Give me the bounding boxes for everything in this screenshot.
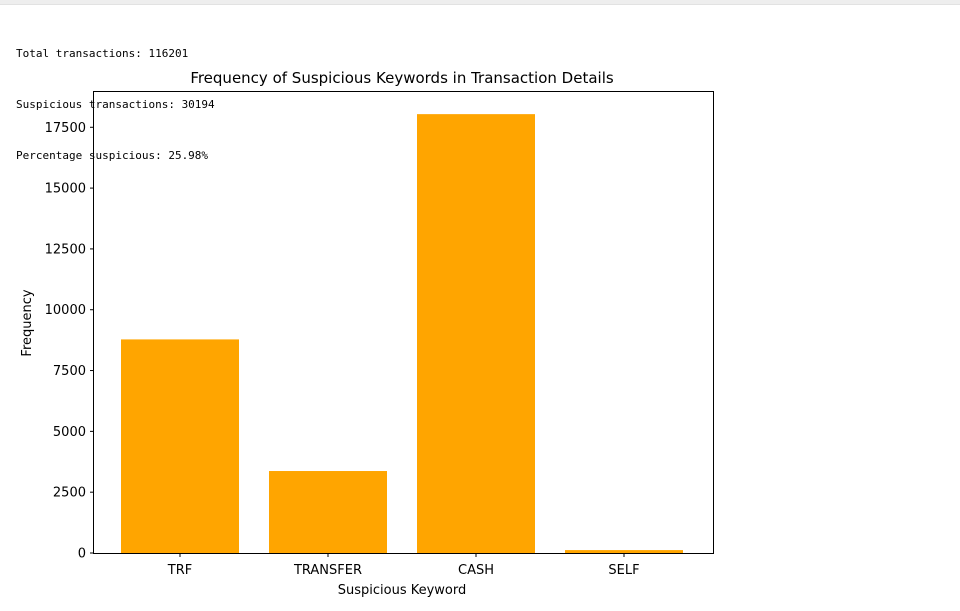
bar-trf — [121, 339, 239, 553]
output-suspicious-transactions: Suspicious transactions: 30194 — [16, 98, 215, 111]
x-tick-label: TRANSFER — [293, 563, 362, 578]
bars-group — [121, 114, 683, 553]
cell-output: Total transactions: 116201 Suspicious tr… — [16, 11, 215, 181]
x-axis-label: Suspicious Keyword — [338, 583, 467, 598]
x-tick-label: SELF — [608, 563, 639, 578]
y-axis-label: Frequency — [20, 289, 35, 356]
y-tick-label: 17500 — [45, 121, 86, 136]
plot-frame — [93, 91, 714, 554]
chart-title: Frequency of Suspicious Keywords in Tran… — [190, 69, 614, 87]
output-percentage-suspicious: Percentage suspicious: 25.98% — [16, 149, 209, 162]
y-tick-label: 2500 — [53, 486, 86, 501]
y-tick-label: 12500 — [45, 242, 86, 257]
y-tick-label: 10000 — [45, 303, 86, 318]
y-axis: 0 2500 5000 7500 10000 12500 15000 17500 — [45, 121, 94, 562]
x-axis: TRF TRANSFER CASH SELF — [167, 553, 640, 578]
y-tick-label: 15000 — [45, 182, 86, 197]
bar-self — [565, 550, 683, 553]
y-tick-label: 7500 — [53, 364, 86, 379]
bar-cash — [417, 114, 535, 553]
x-tick-label: CASH — [458, 563, 494, 578]
bar-transfer — [269, 471, 387, 553]
y-tick-label: 0 — [78, 547, 86, 562]
x-tick-label: TRF — [167, 563, 192, 578]
y-tick-label: 5000 — [53, 425, 86, 440]
cell-divider — [0, 0, 960, 5]
output-total-transactions: Total transactions: 116201 — [16, 47, 189, 60]
bar-chart: Frequency of Suspicious Keywords in Tran… — [20, 69, 714, 598]
